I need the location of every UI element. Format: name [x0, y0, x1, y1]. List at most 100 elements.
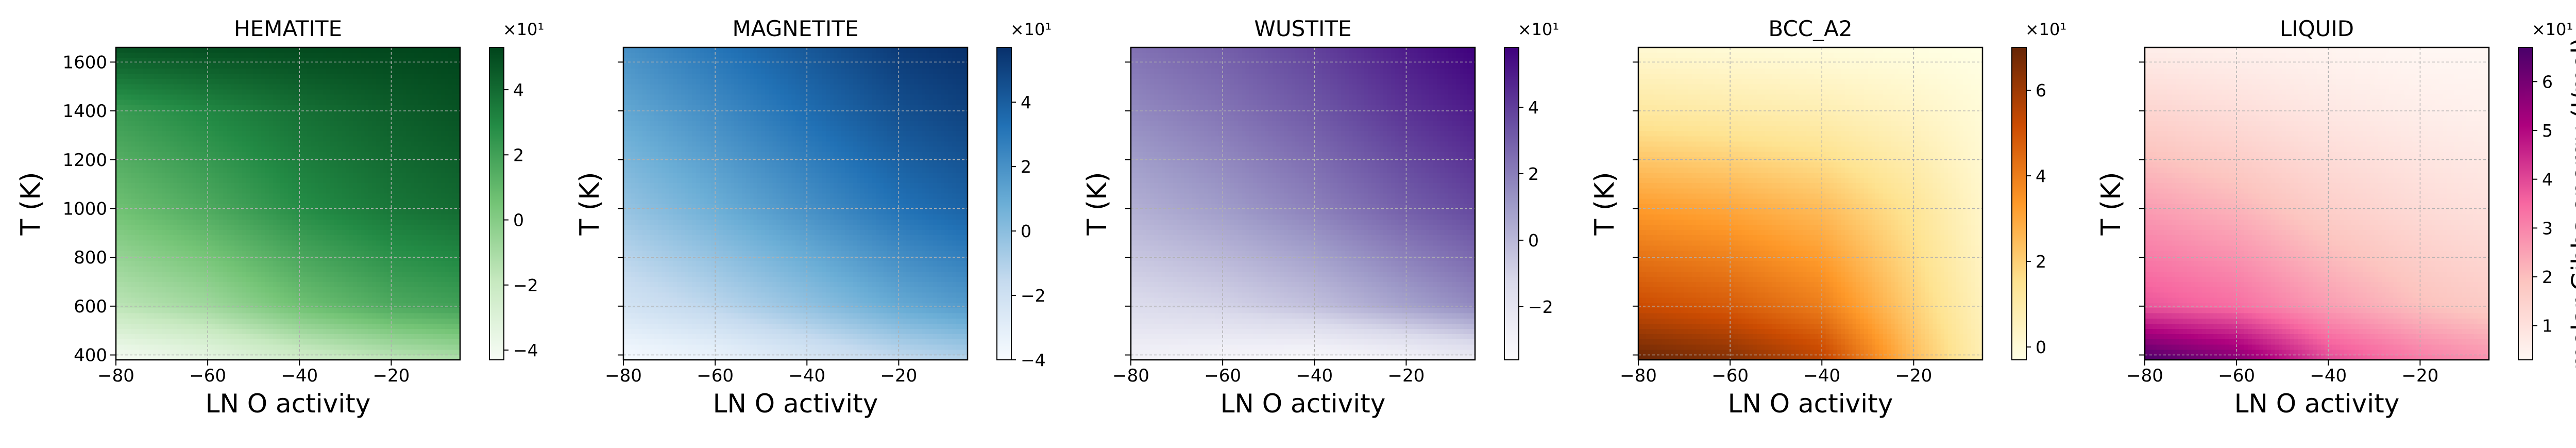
heatmap-cell: [123, 339, 128, 345]
heatmap-cell: [242, 99, 246, 105]
heatmap-cell: [395, 182, 399, 189]
heatmap-cell: [208, 276, 212, 283]
heatmap-cell: [440, 73, 445, 79]
heatmap-cell: [208, 229, 212, 236]
heatmap-cell: [395, 287, 399, 293]
heatmap-cell: [142, 245, 147, 251]
heatmap-cell: [433, 193, 438, 199]
heatmap-cell: [146, 287, 151, 293]
heatmap-cell: [246, 292, 250, 298]
heatmap-cell: [268, 224, 273, 230]
heatmap-cell: [288, 349, 293, 355]
heatmap-cell: [330, 219, 334, 225]
heatmap-cell: [445, 281, 449, 288]
heatmap-cell: [433, 141, 438, 147]
heatmap-cell: [399, 209, 403, 214]
heatmap-cell: [211, 256, 216, 261]
heatmap-cell: [273, 182, 277, 189]
heatmap-cell: [276, 271, 281, 277]
heatmap-cell: [326, 266, 331, 272]
heatmap-cell: [158, 105, 162, 110]
heatmap-cell: [150, 224, 155, 230]
heatmap-cell: [204, 240, 208, 246]
heatmap-cell: [154, 188, 159, 194]
heatmap-cell: [234, 130, 239, 137]
heatmap-cell: [311, 281, 315, 288]
heatmap-cell: [276, 120, 281, 126]
heatmap-cell: [238, 229, 243, 236]
heatmap-cell: [162, 328, 166, 335]
heatmap-cell: [322, 235, 327, 241]
heatmap-cell: [257, 167, 262, 173]
heatmap-cell: [391, 276, 396, 283]
heatmap-cell: [192, 224, 197, 230]
heatmap-cell: [383, 271, 388, 277]
heatmap-cell: [299, 188, 304, 194]
heatmap-cell: [227, 266, 231, 272]
heatmap-cell: [192, 110, 197, 115]
heatmap-cell: [402, 328, 407, 335]
heatmap-cell: [120, 204, 124, 209]
heatmap-cell: [158, 89, 162, 95]
heatmap-cell: [234, 172, 239, 178]
heatmap-cell: [292, 287, 296, 293]
heatmap-cell: [265, 120, 269, 126]
heatmap-cell: [120, 328, 124, 335]
heatmap-cell: [261, 328, 266, 335]
heatmap-cell: [184, 105, 189, 110]
heatmap-cell: [357, 235, 361, 241]
heatmap-cell: [142, 344, 147, 350]
heatmap-cell: [219, 344, 224, 350]
heatmap-cell: [142, 130, 147, 137]
heatmap-cell: [372, 276, 377, 283]
heatmap-cell: [253, 318, 258, 324]
heatmap-cell: [246, 271, 250, 277]
heatmap-cell: [223, 115, 227, 121]
heatmap-cell: [142, 172, 147, 178]
heatmap-cell: [192, 105, 197, 110]
heatmap-cell: [208, 125, 212, 131]
heatmap-cell: [307, 209, 312, 214]
heatmap-cell: [261, 115, 266, 121]
heatmap-cell: [162, 105, 166, 110]
heatmap-cell: [127, 198, 132, 204]
heatmap-cell: [437, 115, 442, 121]
heatmap-cell: [318, 229, 323, 236]
heatmap-cell: [395, 193, 399, 199]
heatmap-cell: [223, 318, 227, 324]
heatmap-cell: [326, 229, 331, 236]
heatmap-cell: [238, 110, 243, 115]
heatmap-cell: [265, 344, 269, 350]
heatmap-cell: [414, 292, 418, 298]
heatmap-cell: [364, 162, 369, 168]
heatmap-cell: [337, 354, 342, 360]
heatmap-cell: [445, 146, 449, 152]
heatmap-cell: [322, 334, 327, 340]
heatmap-cell: [387, 339, 392, 345]
heatmap-cell: [253, 188, 258, 194]
heatmap-cell: [429, 193, 434, 199]
heatmap-cell: [440, 261, 445, 267]
heatmap-cell: [372, 94, 377, 100]
heatmap-cell: [334, 209, 338, 214]
heatmap-cell: [410, 224, 415, 230]
heatmap-cell: [173, 84, 178, 90]
heatmap-cell: [311, 120, 315, 126]
heatmap-cell: [154, 125, 159, 131]
heatmap-cell: [249, 219, 254, 225]
heatmap-cell: [440, 209, 445, 214]
heatmap-cell: [208, 308, 212, 313]
heatmap-cell: [456, 198, 461, 204]
heatmap-cell: [395, 125, 399, 131]
heatmap-cell: [173, 89, 178, 95]
heatmap-cell: [318, 313, 323, 319]
heatmap-cell: [139, 292, 143, 298]
heatmap-cell: [173, 235, 178, 241]
heatmap-cell: [361, 115, 365, 121]
heatmap-cell: [311, 354, 315, 360]
heatmap-cell: [303, 84, 308, 90]
heatmap-cell: [230, 146, 235, 152]
heatmap-cell: [307, 276, 312, 283]
heatmap-cell: [383, 182, 388, 189]
heatmap-cell: [383, 349, 388, 355]
